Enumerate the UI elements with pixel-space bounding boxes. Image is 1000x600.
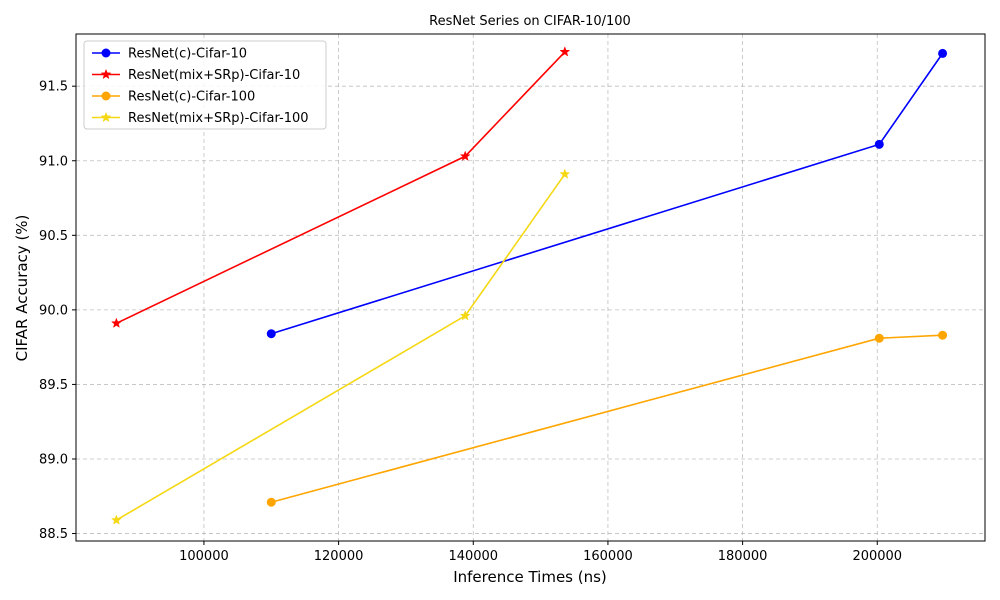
x-axis-title: Inference Times (ns)	[453, 568, 607, 586]
data-point	[266, 329, 276, 339]
plot-frame	[75, 33, 986, 542]
legend-label: ResNet(mix+SRp)-Cifar-10	[128, 68, 300, 83]
legend-label: ResNet(mix+SRp)-Cifar-100	[128, 111, 309, 126]
x-tick-label: 160000	[583, 549, 633, 564]
x-tick-label: 200000	[852, 549, 902, 564]
data-point	[874, 139, 884, 149]
data-point	[559, 168, 571, 179]
grid	[76, 34, 985, 541]
y-tick-label: 90.5	[39, 229, 68, 244]
series-layer	[110, 46, 948, 525]
series-1	[266, 48, 948, 339]
y-axis-title: CIFAR Accuracy (%)	[13, 215, 31, 362]
data-point	[110, 514, 122, 525]
data-point	[874, 333, 884, 343]
y-tick-label: 90.0	[39, 303, 68, 318]
legend-label: ResNet(c)-Cifar-100	[128, 90, 255, 105]
y-tick-label: 91.0	[39, 154, 68, 169]
legend: ResNet(c)-Cifar-10 ResNet(mix+SRp)-Cifar-…	[83, 40, 327, 130]
legend-label: ResNet(c)-Cifar-10	[128, 47, 247, 62]
data-point	[938, 48, 948, 58]
series-line	[271, 334, 943, 504]
series-2	[110, 46, 571, 328]
legend-marker	[100, 111, 112, 123]
y-tick-label: 89.5	[39, 378, 68, 393]
series-line	[271, 52, 944, 335]
y-tick-label: 88.5	[39, 527, 68, 542]
data-point	[110, 317, 122, 328]
data-point	[938, 330, 948, 340]
x-tick-label: 180000	[718, 549, 768, 564]
data-point	[559, 46, 571, 57]
legend-box	[83, 40, 327, 130]
data-point	[459, 150, 471, 161]
series-4	[110, 168, 571, 525]
y-tick-label: 89.0	[39, 452, 68, 467]
ticks: 100000 120000 140000 160000 180000 200000 88.5…	[39, 80, 902, 564]
x-tick-label: 100000	[179, 549, 229, 564]
series-line	[115, 173, 566, 521]
chart-title: ResNet Series on CIFAR-10/100	[429, 14, 631, 29]
series-3	[266, 330, 948, 507]
y-tick-label: 91.5	[39, 80, 68, 95]
legend-marker	[101, 48, 111, 58]
data-point	[266, 497, 276, 507]
data-point	[459, 310, 471, 321]
x-tick-label: 140000	[448, 549, 498, 564]
legend-marker	[101, 91, 111, 101]
x-tick-label: 120000	[314, 549, 364, 564]
legend-marker	[100, 68, 112, 80]
